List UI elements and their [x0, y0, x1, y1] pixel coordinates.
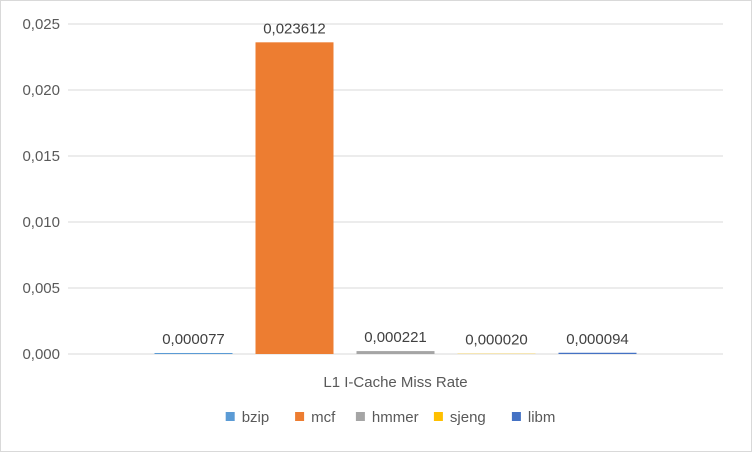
data-label-bzip: 0,000077	[162, 331, 225, 348]
bar-hmmer	[356, 351, 435, 354]
legend-label-mcf: mcf	[311, 409, 336, 426]
x-category-label: L1 I-Cache Miss Rate	[323, 374, 467, 391]
legend-swatch-bzip	[225, 412, 235, 421]
legend-swatch-sjeng	[433, 412, 443, 421]
bar-bzip	[154, 352, 233, 354]
legend-label-sjeng: sjeng	[450, 409, 486, 426]
legend-label-libm: libm	[528, 409, 556, 426]
legend-label-hmmer: hmmer	[372, 409, 419, 426]
legend-swatch-mcf	[295, 412, 305, 421]
data-label-libm: 0,000094	[566, 331, 629, 348]
bar-libm	[558, 352, 637, 354]
y-tick-label: 0,010	[22, 214, 60, 231]
bar-mcf	[255, 42, 334, 355]
legend-swatch-hmmer	[355, 412, 365, 421]
y-tick-label: 0,020	[22, 82, 60, 99]
y-tick-label: 0,025	[22, 16, 60, 33]
legend-label-bzip: bzip	[242, 409, 270, 426]
y-tick-label: 0,000	[22, 346, 60, 363]
y-tick-label: 0,005	[22, 280, 60, 297]
data-label-mcf: 0,023612	[263, 20, 326, 37]
data-label-hmmer: 0,000221	[364, 329, 427, 346]
data-label-sjeng: 0,000020	[465, 332, 528, 349]
legend-swatch-libm	[511, 412, 521, 421]
y-tick-label: 0,015	[22, 148, 60, 165]
